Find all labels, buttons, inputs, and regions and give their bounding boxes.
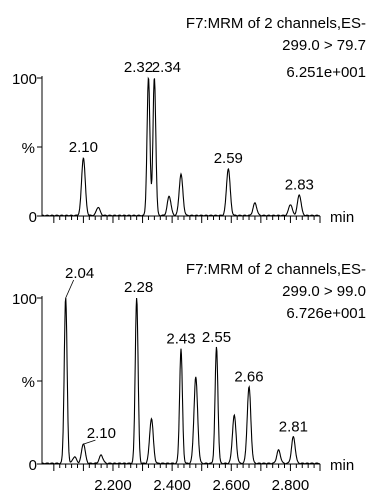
chart-header-line: F7:MRM of 2 channels,ES- [186,15,366,32]
y-tick-label: 100 [12,291,37,308]
peak-label: 2.81 [279,418,308,435]
y-tick-label: 0 [29,209,37,226]
peak-label: 2.10 [69,139,98,156]
peak-label: 2.83 [285,176,314,193]
chart-header-line: 6.251e+001 [286,64,366,81]
x-tick-label: 2.200 [94,477,132,494]
y-axis-label: % [22,374,35,391]
chromatogram-trace [42,297,321,465]
x-axis-label: min [330,209,354,226]
peak-label: 2.43 [166,330,195,347]
chart-header-line: 6.726e+001 [286,305,366,322]
peak-label: 2.34 [152,59,181,76]
peak-label-leader [65,279,75,299]
x-axis-label: min [330,457,354,474]
x-tick-label: 2.800 [272,477,310,494]
x-tick-label: 2.400 [153,477,191,494]
peak-label: 2.59 [214,150,243,167]
y-tick-label: 0 [29,457,37,474]
y-axis-label: % [22,140,35,157]
x-tick-label: 2.600 [213,477,251,494]
peak-label: 2.10 [87,425,116,442]
peak-label: 2.66 [234,369,263,386]
y-tick-label: 100 [12,71,37,88]
peak-label: 2.32 [124,59,153,76]
chromatogram-trace [42,76,321,217]
peak-label: 2.55 [202,329,231,346]
chart-header-line: F7:MRM of 2 channels,ES- [186,261,366,278]
peak-label-leader [83,439,96,445]
chart-header-line: 299.0 > 79.7 [282,37,366,54]
peak-label: 2.28 [124,279,153,296]
chart-header-line: 299.0 > 99.0 [282,283,366,300]
peak-label: 2.04 [65,265,94,282]
